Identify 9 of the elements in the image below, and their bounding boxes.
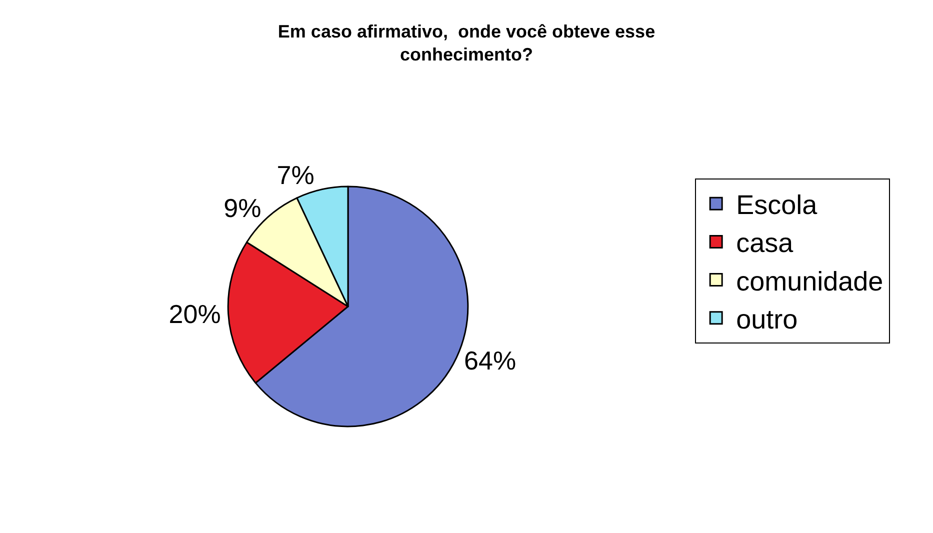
legend-label: comunidade	[736, 266, 884, 296]
chart-title: Em caso afirmativo, onde você obteve esse conhecimento?	[278, 21, 656, 65]
data-label: 64%	[464, 345, 516, 376]
legend-label: outro	[736, 304, 798, 334]
legend-label: Escola	[736, 190, 818, 220]
data-label: 20%	[168, 299, 221, 330]
data-label: 7%	[276, 160, 314, 190]
data-label: 9%	[224, 193, 262, 224]
legend-label: casa	[736, 228, 794, 258]
